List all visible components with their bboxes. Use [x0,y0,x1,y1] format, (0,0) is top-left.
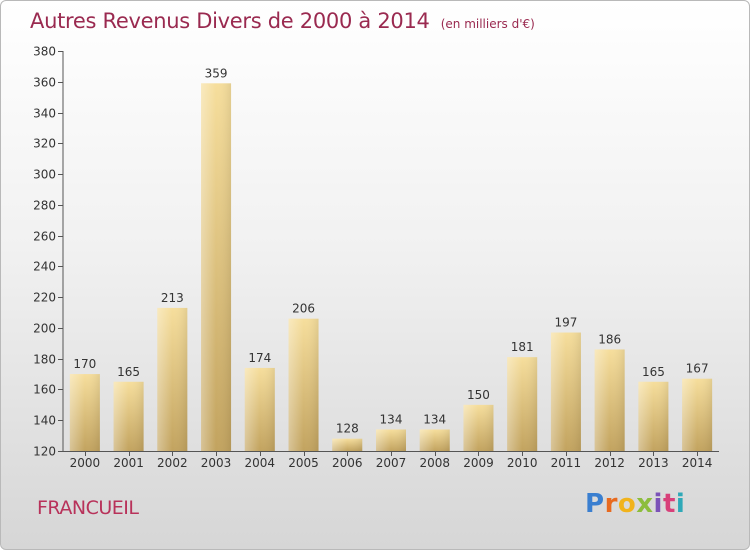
bar-shade [201,83,232,452]
bar [376,429,406,451]
bar [113,381,144,451]
bar-value-label: 181 [511,340,534,354]
location-label: FRANCUEIL [37,497,139,519]
bar [550,332,581,451]
chart-title: Autres Revenus Divers de 2000 à 2014 [30,9,430,33]
bar-shade [288,318,319,451]
logo-letter: r [604,489,618,519]
x-tick-label: 2001 [113,456,144,470]
logo-letter: t [662,489,676,519]
bar [288,318,319,451]
bar-value-label: 134 [423,412,446,426]
bar-value-label: 186 [598,332,621,346]
bar-shade [376,429,406,451]
bar-value-label: 165 [117,365,140,379]
bar-shade [638,381,669,451]
y-tick-label: 120 [33,445,56,459]
y-axis: 120 140 160 180 200 220 240 260 280 300 320 340 360 3… [33,45,64,459]
logo-letter: o [617,489,637,519]
bar-shade [332,438,363,451]
y-tick-label: 140 [33,414,56,428]
bar-value-label: 174 [248,351,271,365]
x-tick-label: 2010 [507,456,538,470]
y-tick-label: 280 [33,199,56,213]
y-tick-label: 360 [33,76,56,90]
bar-shade [550,332,581,451]
bar-shade [682,378,713,451]
x-tick-label: 2000 [70,456,101,470]
y-tick-label: 260 [33,230,56,244]
x-tick-label: 2002 [157,456,188,470]
bar [594,349,625,451]
bar-shade [113,381,144,451]
bar-shade [507,357,538,451]
bar [244,367,275,451]
x-tick-label: 2009 [463,456,494,470]
value-labels: 170 165 213 359 174 206 128 134 134 150 181 197 186 1… [73,66,708,435]
x-tick-label: 2011 [551,456,582,470]
bar-value-label: 359 [205,66,228,80]
x-tick-label: 2012 [594,456,625,470]
bar-value-label: 197 [554,316,577,330]
bar-shade [419,429,450,451]
bar [157,307,188,451]
chart-title-row: Autres Revenus Divers de 2000 à 2014 (en… [30,9,535,33]
bar [638,381,669,451]
bar [332,438,363,451]
bar [682,378,713,451]
y-tick-label: 220 [33,291,56,305]
bar-value-label: 206 [292,302,315,316]
x-tick-label: 2014 [682,456,713,470]
x-axis: 2000 2001 2002 2003 2004 2005 2006 2007 2008 2009… [63,451,719,470]
logo-letter: i [653,489,663,519]
bar-shade [157,307,188,451]
bar-value-label: 134 [380,412,403,426]
logo-letter: P [585,489,605,519]
y-tick-label: 160 [33,383,56,397]
chart-subtitle: (en milliers d'€) [440,17,535,31]
bar-value-label: 167 [686,362,709,376]
y-tick-label: 240 [33,260,56,274]
bar [419,429,450,451]
bar-value-label: 213 [161,291,184,305]
bar [201,83,232,452]
y-tick-label: 200 [33,322,56,336]
bar-value-label: 150 [467,388,490,402]
bar [69,374,100,451]
bars [69,83,713,452]
y-tick-label: 320 [33,137,56,151]
y-tick-label: 300 [33,168,56,182]
bar-shade [244,367,275,451]
bar [507,357,538,451]
bar-shade [69,374,100,451]
logo-letter: i [675,489,686,519]
bar [463,404,494,451]
x-tick-label: 2004 [245,456,276,470]
x-tick-label: 2003 [201,456,232,470]
logo-letter: x [636,489,654,519]
x-tick-label: 2007 [376,456,407,470]
x-tick-label: 2005 [288,456,319,470]
y-tick-label: 340 [33,107,56,121]
x-tick-label: 2006 [332,456,363,470]
y-tick-label: 180 [33,353,56,367]
x-tick-label: 2008 [419,456,450,470]
bar-value-label: 165 [642,365,665,379]
bar-shade [594,349,625,451]
bar-value-label: 128 [336,422,359,436]
bar-value-label: 170 [73,357,96,371]
bar-shade [463,404,494,451]
x-tick-label: 2013 [638,456,669,470]
y-tick-label: 380 [33,45,56,59]
proxiti-logo: Proxiti [585,489,685,519]
